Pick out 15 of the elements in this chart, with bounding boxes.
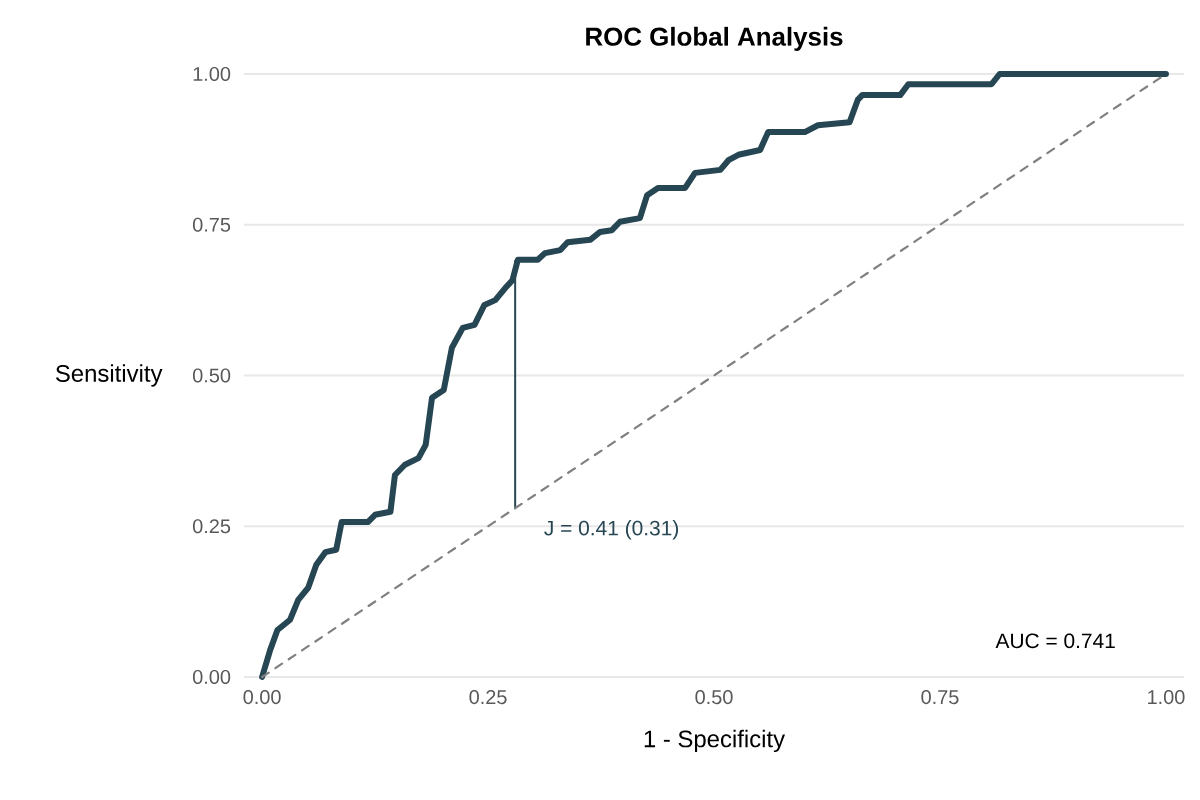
y-tick-label: 0.50 bbox=[192, 368, 231, 383]
y-tick-label: 0.00 bbox=[192, 669, 231, 685]
x-tick-label: 0.25 bbox=[469, 690, 507, 705]
x-axis-title: 1 - Specificity bbox=[644, 729, 786, 753]
y-tick-label: 0.75 bbox=[192, 217, 231, 232]
x-tick-label: 0.75 bbox=[921, 690, 959, 705]
annotation: J = 0.41 (0.31) bbox=[544, 520, 678, 540]
y-axis-title: Sensitivity bbox=[55, 364, 163, 387]
x-tick-label: 0.00 bbox=[243, 690, 281, 705]
chart-title: ROC Global Analysis bbox=[586, 26, 843, 51]
x-tick-label: 1.00 bbox=[1148, 690, 1185, 705]
y-tick-label: 1.00 bbox=[193, 66, 231, 82]
x-tick-label: 0.50 bbox=[695, 690, 733, 705]
y-tick-label: 0.25 bbox=[192, 519, 231, 534]
annotation: AUC = 0.741 bbox=[995, 633, 1115, 649]
